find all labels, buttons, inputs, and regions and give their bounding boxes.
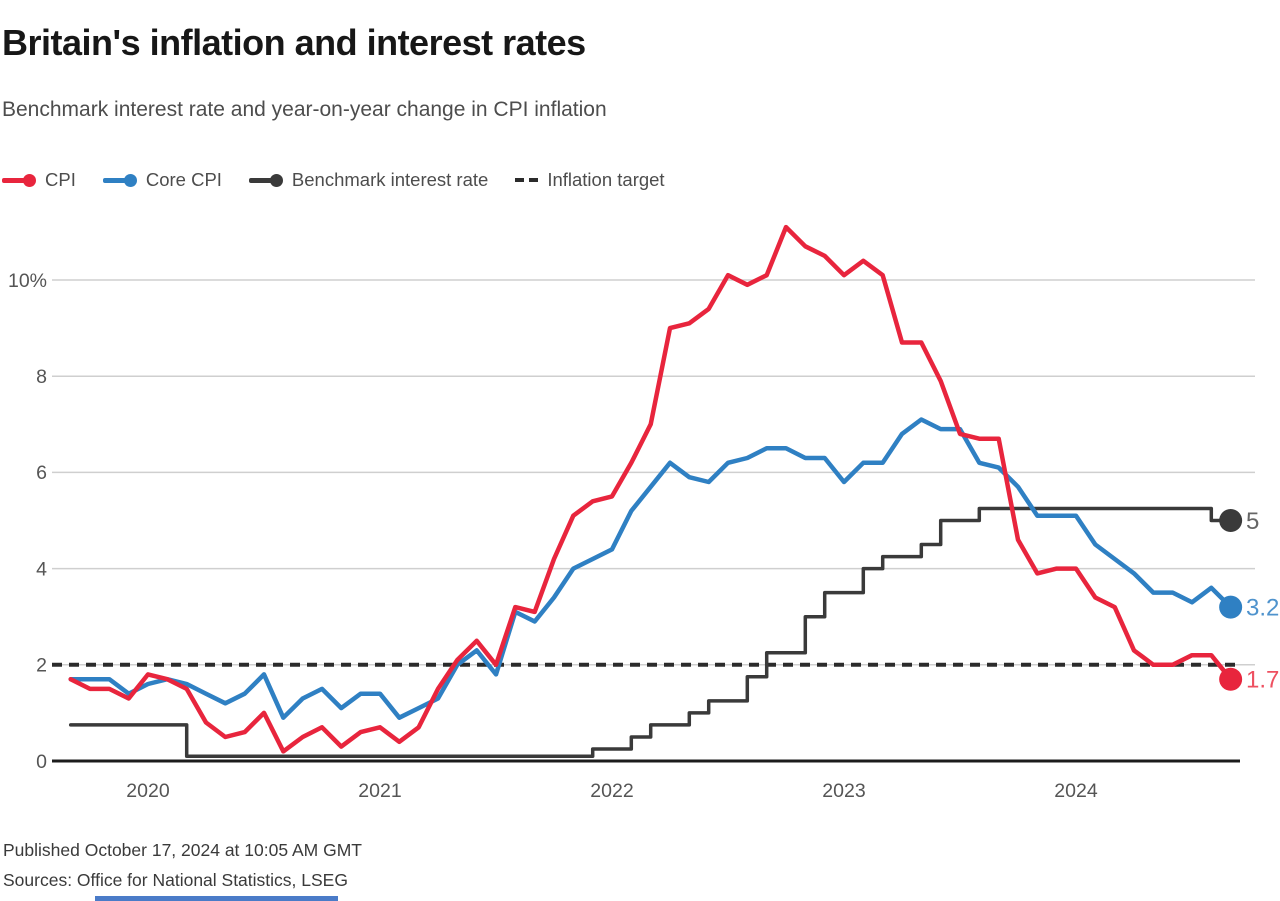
published-timestamp: Published October 17, 2024 at 10:05 AM G… xyxy=(3,840,362,860)
benchmark-interest-rate-end-label: 5 xyxy=(1246,508,1259,535)
cpi-line-dot-icon xyxy=(2,173,36,187)
legend-item-cpi: CPI xyxy=(2,169,76,191)
benchmark-interest-rate-end-dot xyxy=(1219,509,1243,532)
benchmark-interest-rate-line xyxy=(68,506,1233,758)
benchmark-rate-line-dot-icon xyxy=(248,173,283,187)
page-subtitle: Benchmark interest rate and year-on-year… xyxy=(2,98,607,121)
y-tick-label: 4 xyxy=(36,558,47,580)
y-tick-label: 8 xyxy=(36,366,47,388)
x-tick-label: 2024 xyxy=(1054,780,1098,802)
core-cpi-line xyxy=(68,417,1233,720)
y-tick-label: 2 xyxy=(36,655,47,677)
core-cpi-line-dot-icon xyxy=(102,173,137,187)
legend-item-core-cpi: Core CPI xyxy=(102,169,222,191)
sources-attribution: Sources: Office for National Statistics,… xyxy=(3,870,348,890)
cpi-end-dot xyxy=(1219,667,1243,691)
legend-item-benchmark-rate: Benchmark interest rate xyxy=(248,169,489,191)
y-tick-label: 6 xyxy=(36,462,47,484)
cpi-line xyxy=(68,224,1233,754)
x-tick-label: 2020 xyxy=(126,780,170,802)
y-tick-label: 0 xyxy=(36,751,47,773)
x-tick-label: 2023 xyxy=(822,780,865,802)
core-cpi-end-label: 3.2 xyxy=(1246,594,1279,621)
legend-item-inflation-target: Inflation target xyxy=(515,169,665,191)
legend-label-core-cpi: Core CPI xyxy=(145,169,222,190)
cpi-end-label: 1.7 xyxy=(1246,667,1279,694)
inflation-target-dashes-icon xyxy=(515,173,539,187)
core-cpi-end-dot xyxy=(1219,595,1243,619)
legend-label-inflation-target: Inflation target xyxy=(547,169,665,190)
legend-label-cpi: CPI xyxy=(45,169,76,190)
x-tick-label: 2022 xyxy=(590,780,633,802)
legend: CPI Core CPI Benchmark interest rate Inf… xyxy=(2,169,665,191)
y-tick-label: 10% xyxy=(8,270,47,292)
legend-label-benchmark-rate: Benchmark interest rate xyxy=(291,169,489,190)
page-title: Britain's inflation and interest rates xyxy=(2,22,586,63)
bottom-blue-bar xyxy=(95,896,338,901)
x-tick-label: 2021 xyxy=(358,780,401,802)
